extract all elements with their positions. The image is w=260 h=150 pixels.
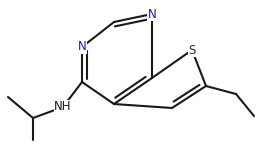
Text: N: N bbox=[78, 40, 86, 54]
Text: N: N bbox=[148, 8, 156, 21]
Text: S: S bbox=[188, 44, 196, 57]
Text: NH: NH bbox=[54, 100, 72, 114]
